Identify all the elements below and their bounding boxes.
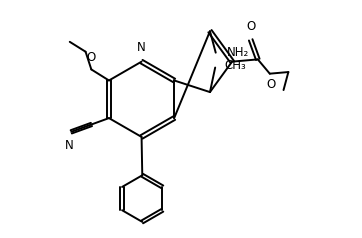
Text: O: O xyxy=(266,78,276,91)
Text: N: N xyxy=(137,41,146,55)
Text: NH₂: NH₂ xyxy=(227,46,249,59)
Text: O: O xyxy=(86,51,95,64)
Text: O: O xyxy=(246,20,255,33)
Text: N: N xyxy=(65,139,74,152)
Text: CH₃: CH₃ xyxy=(224,59,246,72)
